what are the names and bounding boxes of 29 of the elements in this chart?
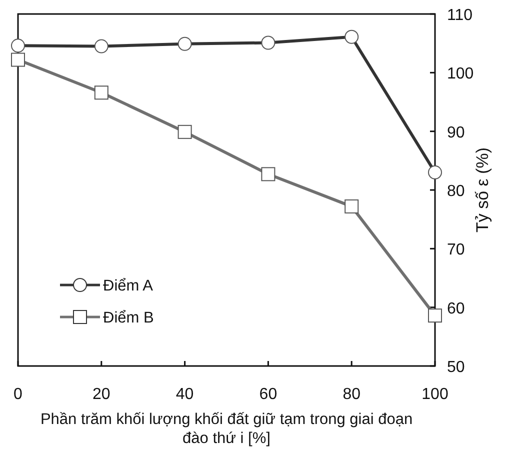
point — [344, 199, 359, 214]
x-tick-label: 40 — [176, 386, 194, 403]
point — [428, 165, 442, 180]
legend-label: Điểm B — [103, 310, 154, 326]
point — [428, 308, 442, 323]
point — [178, 124, 192, 139]
y-tick-label: 70 — [447, 242, 465, 259]
y-tick-label: 100 — [447, 66, 474, 83]
y-tick-label: 50 — [447, 359, 465, 376]
point — [344, 30, 359, 44]
x-tick-label: 60 — [259, 386, 278, 403]
point — [94, 86, 108, 100]
legend-label: Điểm A — [103, 278, 154, 294]
y-tick-label: 60 — [447, 300, 465, 318]
point — [178, 36, 192, 51]
y-axis-title: Tỷ số ε (%) — [473, 147, 492, 233]
point — [261, 167, 276, 182]
point — [261, 36, 276, 50]
y-tick-label: 80 — [447, 183, 465, 200]
y-tick-label: 110 — [447, 7, 473, 24]
point — [11, 52, 25, 67]
point — [11, 38, 25, 53]
x-tick-label: 80 — [342, 386, 361, 403]
y-tick-label: 90 — [447, 124, 465, 142]
x-axis-title: Phần trăm khối lượng khối đất giữ tạm trong giai đoạn đào thứ i [%] — [39, 410, 414, 448]
x-tick-label: 100 — [422, 386, 448, 403]
x-tick-label: 20 — [92, 386, 110, 403]
point — [94, 39, 108, 54]
x-tick-label: 0 — [14, 386, 23, 403]
